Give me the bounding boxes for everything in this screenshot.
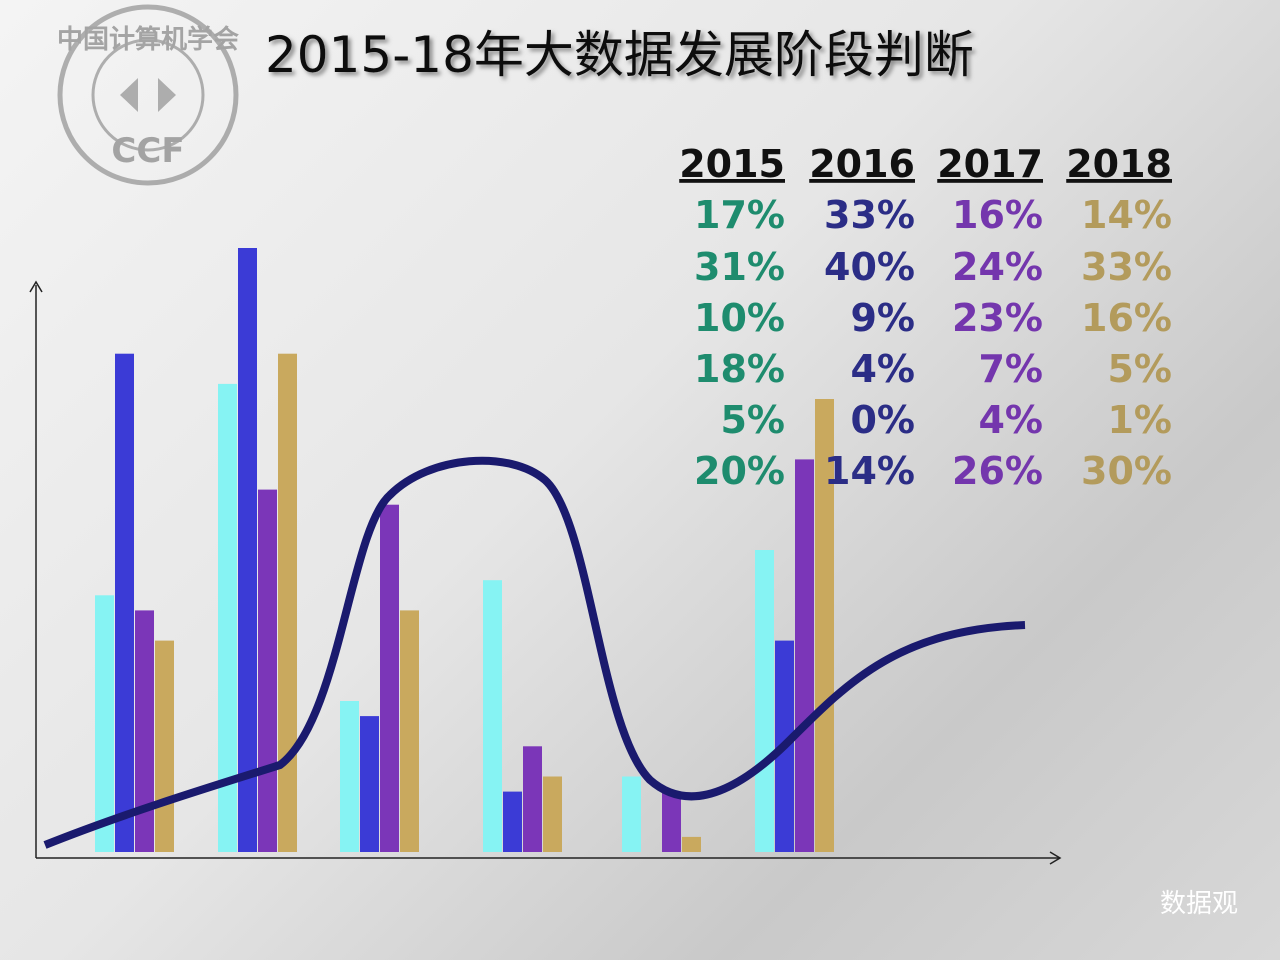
value-label: 18% bbox=[694, 347, 785, 391]
value-label: 4% bbox=[850, 347, 915, 391]
value-label: 14% bbox=[1081, 193, 1172, 237]
bar bbox=[360, 716, 379, 852]
value-label: 1% bbox=[1107, 398, 1172, 442]
bar bbox=[278, 353, 297, 852]
value-label: 26% bbox=[952, 449, 1043, 493]
value-label: 14% bbox=[824, 449, 915, 493]
bar bbox=[380, 504, 399, 852]
value-label: 20% bbox=[694, 449, 785, 493]
column-header: 2017 bbox=[937, 142, 1043, 186]
value-label: 5% bbox=[1107, 347, 1172, 391]
value-label: 33% bbox=[824, 193, 915, 237]
y-arrow bbox=[29, 280, 43, 293]
value-label: 16% bbox=[952, 193, 1043, 237]
column-header: 2016 bbox=[809, 142, 915, 186]
bar bbox=[400, 610, 419, 852]
value-label: 16% bbox=[1081, 296, 1172, 340]
bar bbox=[523, 746, 542, 852]
bar bbox=[795, 459, 814, 852]
value-label: 9% bbox=[850, 296, 915, 340]
logo: 中国计算机学会 CCF bbox=[57, 4, 239, 186]
value-label: 4% bbox=[978, 398, 1043, 442]
logo-abbr: CCF bbox=[111, 131, 184, 171]
bar bbox=[622, 776, 641, 852]
bar bbox=[682, 836, 701, 852]
bar bbox=[238, 248, 257, 852]
column-header: 2018 bbox=[1066, 142, 1172, 186]
column-header: 2015 bbox=[679, 142, 785, 186]
bar bbox=[218, 383, 237, 852]
value-label: 17% bbox=[694, 193, 785, 237]
bar bbox=[755, 550, 774, 852]
bar bbox=[135, 610, 154, 852]
value-label: 31% bbox=[694, 245, 785, 289]
value-label: 5% bbox=[720, 398, 785, 442]
value-label: 23% bbox=[952, 296, 1043, 340]
value-label: 10% bbox=[694, 296, 785, 340]
bar bbox=[483, 580, 502, 852]
hype-curve bbox=[43, 456, 1026, 849]
chart-title: 2015-18年大数据发展阶段判断 bbox=[265, 26, 974, 84]
bar bbox=[503, 791, 522, 852]
bar bbox=[662, 791, 681, 852]
value-label: 33% bbox=[1081, 245, 1172, 289]
bar bbox=[95, 595, 114, 852]
bar bbox=[115, 353, 134, 852]
bar bbox=[543, 776, 562, 852]
bar bbox=[258, 489, 277, 852]
value-label: 30% bbox=[1081, 449, 1172, 493]
bar bbox=[815, 399, 834, 852]
value-label: 0% bbox=[850, 398, 915, 442]
logo-name: 中国计算机学会 bbox=[57, 24, 239, 55]
bar bbox=[155, 640, 174, 852]
watermark: 数据观 bbox=[1160, 889, 1238, 919]
value-label: 7% bbox=[978, 347, 1043, 391]
x-arrow bbox=[1049, 851, 1062, 865]
value-label: 40% bbox=[824, 245, 915, 289]
bar bbox=[340, 701, 359, 852]
value-label: 24% bbox=[952, 245, 1043, 289]
